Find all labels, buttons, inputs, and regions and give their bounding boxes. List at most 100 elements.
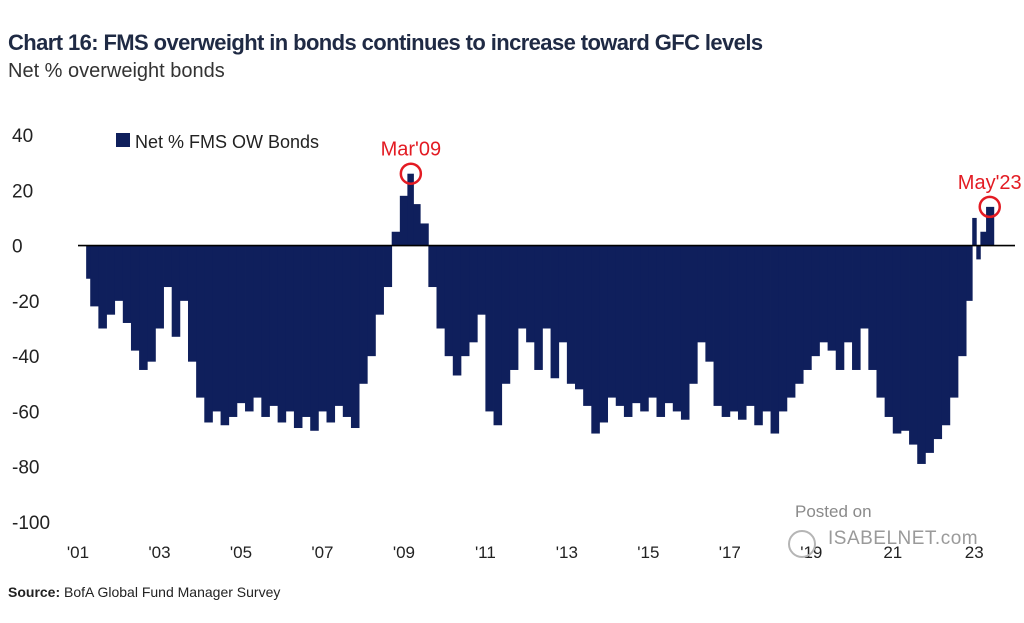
data-bar (469, 245, 478, 343)
data-bar (632, 245, 641, 404)
annotation-circle (399, 162, 423, 185)
data-bar (285, 245, 295, 412)
data-bar (933, 245, 943, 440)
data-bar (302, 245, 311, 417)
annotation-label: Mar'09 (381, 139, 442, 161)
data-bar (236, 245, 246, 404)
data-bar (811, 245, 820, 357)
data-bar (909, 245, 918, 445)
legend-swatch (116, 133, 130, 147)
data-bar (737, 245, 747, 420)
data-bar (957, 245, 967, 357)
data-bar (367, 245, 376, 357)
data-bar (623, 245, 633, 417)
data-bar (591, 245, 600, 434)
watermark-line2: ISABELNET.com (828, 528, 979, 549)
data-bar (163, 245, 173, 288)
data-bar (212, 245, 221, 412)
data-bar (534, 245, 543, 370)
data-bar (819, 245, 828, 343)
data-bar (827, 245, 837, 351)
data-bar (558, 245, 568, 343)
data-bar (350, 245, 360, 429)
data-bar (550, 245, 560, 379)
data-bar (318, 245, 327, 412)
data-bar (310, 245, 319, 431)
data-bar (917, 245, 926, 464)
data-bar (428, 245, 437, 288)
source-label: Source: (8, 584, 61, 600)
data-bar (566, 245, 576, 384)
data-bar (269, 245, 279, 406)
data-bar (90, 245, 99, 307)
legend-label: Net % FMS OW Bonds (135, 132, 319, 152)
data-bar (171, 245, 181, 337)
data-bar (754, 245, 763, 426)
data-bar (139, 245, 148, 370)
data-bar (501, 245, 511, 384)
data-bar (399, 195, 408, 246)
watermark-line1: Posted on (795, 502, 872, 521)
data-bar (770, 245, 780, 434)
data-bar (196, 245, 205, 398)
data-bar (122, 245, 132, 323)
x-tick-label: '07 (311, 543, 333, 562)
x-tick-label: '09 (393, 543, 415, 562)
watermark-logo-icon (788, 530, 816, 558)
data-bar (843, 245, 853, 343)
data-bar (261, 245, 270, 417)
data-bar (220, 245, 230, 426)
data-bar (786, 245, 796, 398)
data-bar (925, 245, 934, 453)
data-bar (672, 245, 682, 412)
data-bar (664, 245, 674, 404)
data-bar (334, 245, 344, 406)
x-tick-label: '13 (556, 543, 578, 562)
data-bar (884, 245, 894, 417)
annotation-label: May'23 (958, 172, 1022, 194)
data-bar (509, 245, 519, 370)
y-tick-label: 40 (12, 126, 33, 147)
data-bar (517, 245, 527, 329)
data-bar (485, 245, 494, 412)
data-bar (900, 245, 910, 431)
data-bar (892, 245, 902, 434)
y-tick-label: -60 (12, 402, 39, 423)
data-bar (972, 217, 977, 246)
y-tick-label: -20 (12, 292, 39, 313)
annotation-circle (978, 195, 1001, 219)
data-bar (689, 245, 698, 384)
data-bar (721, 245, 731, 417)
data-bar (375, 245, 384, 315)
data-bar (407, 173, 414, 246)
source-text: BofA Global Fund Manager Survey (64, 584, 281, 600)
data-bar (762, 245, 771, 412)
data-bar (245, 245, 254, 412)
data-bar (980, 231, 987, 246)
data-bar (648, 245, 657, 398)
data-bar (293, 245, 303, 429)
data-bar (876, 245, 886, 398)
chart-subtitle: Net % overweight bonds (8, 60, 225, 82)
data-bar (277, 245, 287, 423)
data-bar (204, 245, 213, 423)
data-bar (452, 245, 462, 376)
data-bar (326, 245, 336, 423)
data-bar (436, 245, 446, 329)
data-bar (615, 245, 625, 406)
data-bar (705, 245, 714, 362)
data-bar (179, 245, 189, 301)
data-bar (542, 245, 551, 329)
data-bar (680, 245, 690, 420)
data-bar (986, 206, 995, 246)
x-tick-label: '05 (230, 543, 252, 562)
data-bar (640, 245, 649, 412)
data-bar (493, 245, 503, 426)
data-bar (106, 245, 116, 315)
data-bar (460, 245, 470, 357)
data-bar (835, 245, 845, 370)
data-bar (778, 245, 788, 412)
data-bar (697, 245, 706, 343)
x-tick-label: 23 (965, 543, 984, 562)
